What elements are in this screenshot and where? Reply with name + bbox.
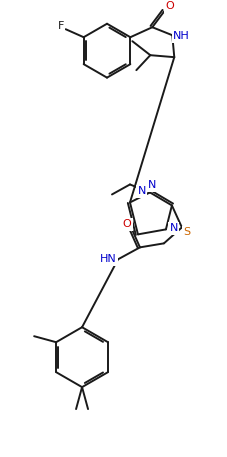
Text: S: S [183, 228, 190, 237]
Text: N: N [169, 223, 177, 234]
Text: N: N [137, 186, 146, 197]
Text: NH: NH [172, 31, 189, 41]
Text: O: O [122, 219, 131, 229]
Text: N: N [147, 181, 155, 191]
Text: F: F [57, 21, 64, 31]
Text: O: O [164, 1, 173, 11]
Text: HN: HN [99, 255, 116, 264]
